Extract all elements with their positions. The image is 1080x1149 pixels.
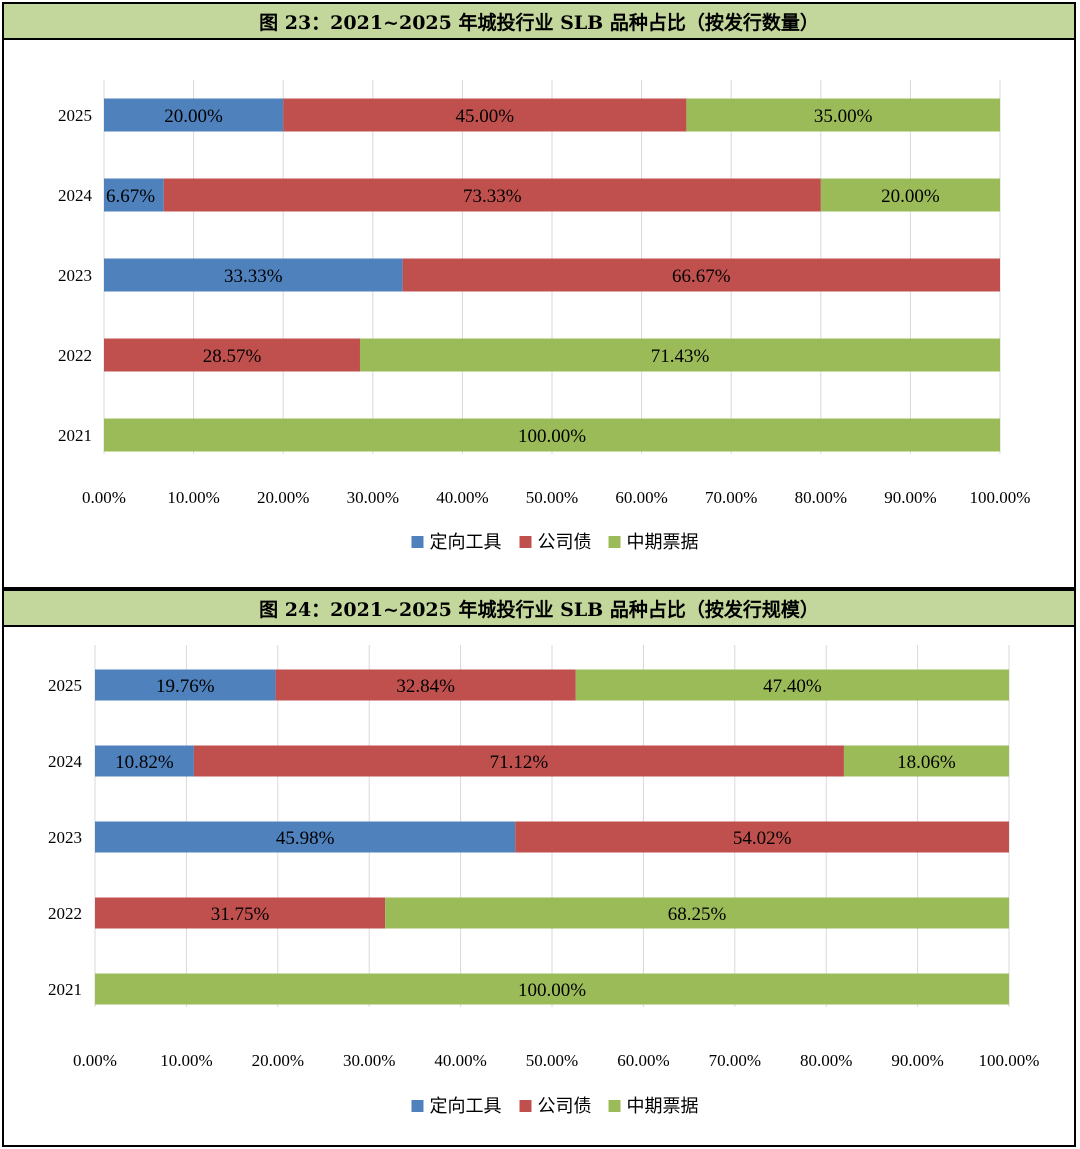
x-tick-label: 30.00%	[343, 1051, 395, 1070]
x-tick-label: 70.00%	[705, 488, 757, 507]
bar-segment	[95, 897, 386, 929]
data-label: 18.06%	[897, 752, 956, 773]
x-tick-label: 60.00%	[615, 488, 667, 507]
x-tick-label: 40.00%	[434, 1051, 486, 1070]
x-tick-label: 50.00%	[526, 488, 578, 507]
y-tick-label: 2021	[48, 980, 82, 999]
data-label: 71.43%	[651, 346, 710, 367]
bar-segment	[95, 821, 516, 853]
bar-segment	[163, 178, 821, 212]
chart-panel-count: 图 23：2021~2025 年城投行业 SLB 品种占比（按发行数量） 0.0…	[2, 2, 1076, 589]
data-label: 6.67%	[106, 186, 155, 207]
chart-scale-svg: 0.00% 10.00% 20.00% 30.00% 40.00% 50.00% 60.00…	[48, 645, 1040, 1117]
x-tick-label: 20.00%	[257, 488, 309, 507]
x-tick-label: 70.00%	[709, 1051, 761, 1070]
chart-count-svg: 0.00% 10.00% 20.00% 30.00% 40.00% 50.00% 60.00…	[58, 80, 1031, 553]
data-label: 45.00%	[456, 106, 515, 127]
bar-segment	[275, 669, 576, 701]
bar-segment	[575, 669, 1009, 701]
x-tick-label: 10.00%	[160, 1051, 212, 1070]
data-label: 73.33%	[463, 186, 522, 207]
x-tick-label: 90.00%	[884, 488, 936, 507]
data-label: 20.00%	[164, 106, 223, 127]
chart-title: 图 24：2021~2025 年城投行业 SLB 品种占比（按发行规模）	[4, 591, 1074, 627]
data-label: 47.40%	[763, 676, 822, 697]
legend-label: 定向工具	[430, 1096, 502, 1117]
bar-segment	[95, 745, 194, 777]
bar-segment	[104, 258, 403, 292]
data-label: 66.67%	[672, 266, 731, 287]
data-label: 45.98%	[276, 828, 335, 849]
legend-swatch	[411, 536, 424, 548]
y-tick-label: 2024	[48, 752, 83, 771]
bar-segment	[515, 821, 1009, 853]
y-tick-label: 2025	[48, 676, 82, 695]
bar-segment	[820, 178, 1000, 212]
x-tick-label: 40.00%	[436, 488, 488, 507]
legend-swatch	[519, 1100, 532, 1112]
legend-label: 公司债	[538, 1096, 592, 1117]
bar-segment	[104, 178, 164, 212]
data-label: 28.57%	[203, 346, 262, 367]
legend-label: 中期票据	[627, 532, 699, 553]
data-label: 10.82%	[115, 752, 174, 773]
chart-panel-scale: 图 24：2021~2025 年城投行业 SLB 品种占比（按发行规模） 0.0…	[2, 589, 1076, 1147]
bar-segment	[402, 258, 1000, 292]
bar-segment	[193, 745, 844, 777]
data-label: 35.00%	[814, 106, 873, 127]
data-label: 32.84%	[396, 676, 455, 697]
data-label: 71.12%	[490, 752, 549, 773]
x-tick-label: 10.00%	[167, 488, 219, 507]
legend-swatch	[519, 536, 532, 548]
bar-segment	[385, 897, 1009, 929]
x-tick-label: 30.00%	[347, 488, 399, 507]
legend-swatch	[608, 1100, 621, 1112]
y-tick-label: 2024	[58, 186, 93, 205]
y-tick-label: 2023	[48, 828, 82, 847]
y-tick-label: 2023	[58, 266, 92, 285]
y-tick-label: 2022	[48, 904, 82, 923]
legend-label: 中期票据	[627, 1096, 699, 1117]
x-tick-label: 20.00%	[252, 1051, 304, 1070]
x-tick-label: 100.00%	[970, 488, 1031, 507]
data-label: 68.25%	[668, 904, 727, 925]
x-tick-label: 0.00%	[82, 488, 126, 507]
bar-segment	[104, 338, 360, 372]
bar-segment	[283, 98, 687, 132]
bar-segment	[843, 745, 1009, 777]
bar-segment	[359, 338, 1001, 372]
data-label: 19.76%	[156, 676, 215, 697]
y-tick-label: 2022	[58, 346, 92, 365]
data-label: 33.33%	[224, 266, 283, 287]
x-tick-label: 100.00%	[979, 1051, 1040, 1070]
x-tick-label: 60.00%	[617, 1051, 669, 1070]
legend-label: 公司债	[538, 532, 592, 553]
y-tick-label: 2021	[58, 426, 92, 445]
data-label: 100.00%	[518, 980, 586, 1001]
bar-segment	[95, 973, 1009, 1005]
legend-label: 定向工具	[430, 532, 502, 553]
legend-swatch	[411, 1100, 424, 1112]
x-tick-label: 80.00%	[795, 488, 847, 507]
bar-segment	[104, 418, 1000, 452]
legend-swatch	[608, 536, 621, 548]
y-tick-label: 2025	[58, 106, 92, 125]
data-label: 31.75%	[211, 904, 270, 925]
data-label: 100.00%	[518, 426, 586, 447]
data-label: 54.02%	[733, 828, 792, 849]
bar-segment	[686, 98, 1000, 132]
x-tick-label: 80.00%	[800, 1051, 852, 1070]
chart-title: 图 23：2021~2025 年城投行业 SLB 品种占比（按发行数量）	[4, 4, 1074, 40]
x-tick-label: 50.00%	[526, 1051, 578, 1070]
bar-segment	[104, 98, 284, 132]
bar-segment	[95, 669, 276, 701]
x-tick-label: 90.00%	[891, 1051, 943, 1070]
data-label: 20.00%	[881, 186, 940, 207]
x-tick-label: 0.00%	[73, 1051, 117, 1070]
